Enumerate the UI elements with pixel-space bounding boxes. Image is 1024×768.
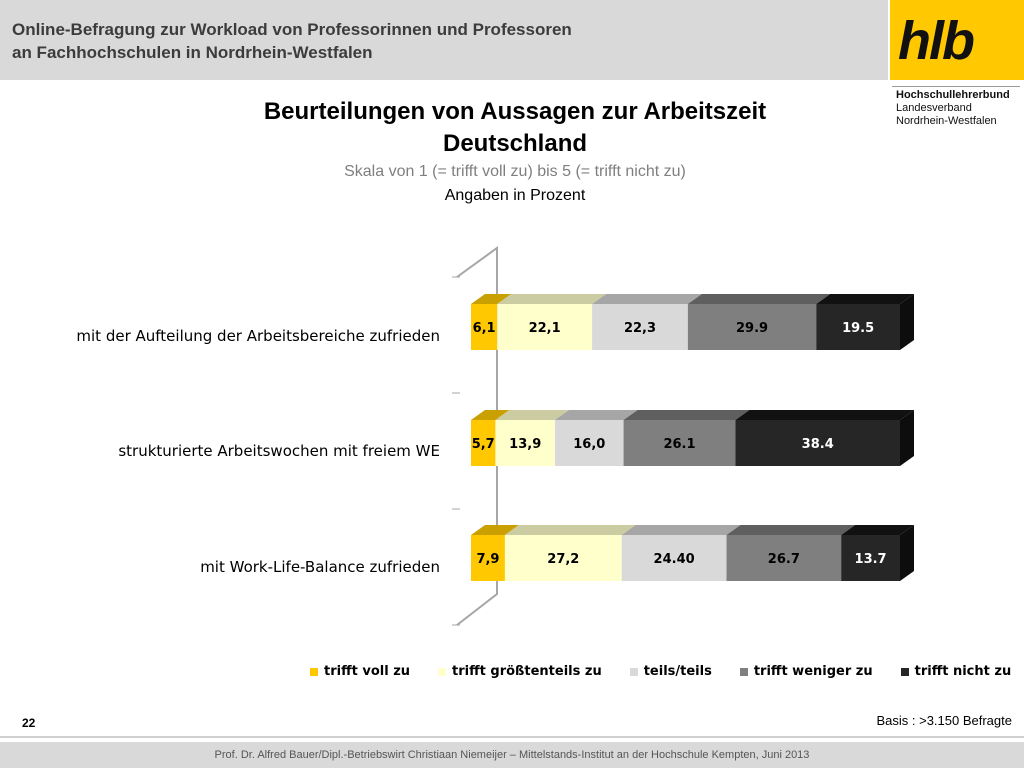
data-label: 26.1 bbox=[663, 437, 695, 452]
bar-segment bbox=[495, 420, 555, 466]
legend-label: teils/teils bbox=[643, 664, 712, 679]
legend-label: trifft weniger zu bbox=[753, 664, 873, 679]
legend-label: trifft nicht zu bbox=[914, 664, 1012, 679]
data-label: 16,0 bbox=[573, 437, 605, 452]
bar-segment bbox=[471, 535, 505, 581]
data-label: 26.7 bbox=[768, 552, 800, 567]
bar-segment bbox=[592, 304, 688, 350]
data-label: 13.7 bbox=[855, 552, 887, 567]
bar-segment bbox=[623, 420, 736, 466]
footer-band bbox=[0, 742, 1024, 768]
bar-segment bbox=[504, 535, 622, 581]
bar-top-face bbox=[735, 410, 914, 420]
bar-top-face bbox=[623, 410, 750, 420]
data-label: 13,9 bbox=[509, 437, 541, 452]
bar-top-face bbox=[471, 294, 512, 304]
bar-segment bbox=[735, 420, 900, 466]
page-number: 22 bbox=[22, 716, 36, 730]
category-label: mit Work-Life-Balance zufrieden bbox=[200, 558, 440, 576]
bar-top-face bbox=[495, 410, 569, 420]
footer-credits: Prof. Dr. Alfred Bauer/Dipl.-Betriebswir… bbox=[214, 749, 810, 761]
bar-top-face bbox=[471, 410, 510, 420]
legend-swatch bbox=[310, 667, 318, 676]
bar-segment bbox=[726, 535, 842, 581]
org-name: Hochschullehrerbund bbox=[896, 89, 1010, 101]
bar-side-face bbox=[900, 410, 914, 466]
bar-segment bbox=[471, 304, 498, 350]
data-label: 22,1 bbox=[529, 321, 561, 336]
bar-top-face bbox=[504, 525, 636, 535]
chart-subtitle: Skala von 1 (= trifft voll zu) bis 5 (= … bbox=[344, 163, 686, 180]
legend-item: trifft nicht zu bbox=[900, 664, 1012, 679]
chart-title-line-2: Deutschland bbox=[442, 130, 588, 157]
bar-top-face bbox=[816, 294, 914, 304]
legend-swatch bbox=[739, 667, 748, 676]
bar-segment bbox=[555, 420, 624, 466]
data-label: 19.5 bbox=[842, 321, 874, 336]
data-label: 5,7 bbox=[472, 437, 495, 452]
bar-segment bbox=[621, 535, 727, 581]
legend-item: trifft weniger zu bbox=[739, 664, 873, 679]
bar-top-face bbox=[555, 410, 638, 420]
data-label: 6,1 bbox=[473, 321, 496, 336]
bar-top-face bbox=[726, 525, 856, 535]
header-title-line-1: Online-Befragung zur Workload von Profes… bbox=[12, 20, 572, 39]
legend-item: teils/teils bbox=[629, 664, 712, 679]
bar-top-face bbox=[687, 294, 831, 304]
bar-top-face bbox=[471, 525, 519, 535]
data-label: 22,3 bbox=[624, 321, 656, 336]
legend-label: trifft größtenteils zu bbox=[452, 664, 602, 679]
legend-item: trifft größtenteils zu bbox=[438, 664, 602, 679]
legend-item: trifft voll zu bbox=[310, 664, 410, 679]
data-label: 7,9 bbox=[476, 552, 499, 567]
footer-divider bbox=[0, 736, 1024, 738]
data-label: 27,2 bbox=[547, 552, 579, 567]
bar-segment bbox=[471, 420, 496, 466]
org-association: Landesverband bbox=[896, 102, 972, 114]
legend-swatch bbox=[438, 667, 447, 676]
hlb-logo-box bbox=[890, 0, 1024, 80]
data-label: 24.40 bbox=[654, 552, 695, 567]
logo-divider bbox=[892, 86, 1020, 87]
bar-segment bbox=[816, 304, 900, 350]
data-label: 38.4 bbox=[802, 437, 834, 452]
bar-segment bbox=[841, 535, 900, 581]
header-band bbox=[0, 0, 888, 80]
bar-top-face bbox=[621, 525, 741, 535]
category-label: mit der Aufteilung der Arbeitsbereiche z… bbox=[76, 327, 440, 345]
chart-unit-note: Angaben in Prozent bbox=[444, 187, 586, 204]
stacked-bar-chart: 6,1 22,1 22,3 29.9 19.5 5,7 13,9 16,0 26.1 38.4 7,… bbox=[452, 246, 914, 626]
bar-segment bbox=[687, 304, 817, 350]
org-region: Nordrhein-Westfalen bbox=[896, 115, 997, 127]
bar-side-face bbox=[900, 525, 914, 581]
hlb-logo-text: hlb bbox=[898, 11, 975, 71]
bar-segment bbox=[497, 304, 593, 350]
category-label: strukturierte Arbeitswochen mit freiem W… bbox=[118, 442, 440, 460]
legend-label: trifft voll zu bbox=[324, 664, 411, 679]
bar-top-face bbox=[592, 294, 702, 304]
chart-title-line-1: Beurteilungen von Aussagen zur Arbeitsze… bbox=[263, 98, 767, 125]
chart-legend: trifft voll zu trifft größtenteils zu teil… bbox=[310, 664, 1024, 679]
bar-top-face bbox=[497, 294, 607, 304]
basis-note: Basis : >3.150 Befragte bbox=[876, 713, 1012, 728]
data-label: 29.9 bbox=[736, 321, 768, 336]
legend-swatch bbox=[629, 667, 638, 676]
legend-swatch bbox=[900, 667, 909, 676]
bar-side-face bbox=[900, 294, 914, 350]
header-title-line-2: an Fachhochschulen in Nordrhein-Westfale… bbox=[12, 43, 373, 62]
bar-top-face bbox=[841, 525, 914, 535]
